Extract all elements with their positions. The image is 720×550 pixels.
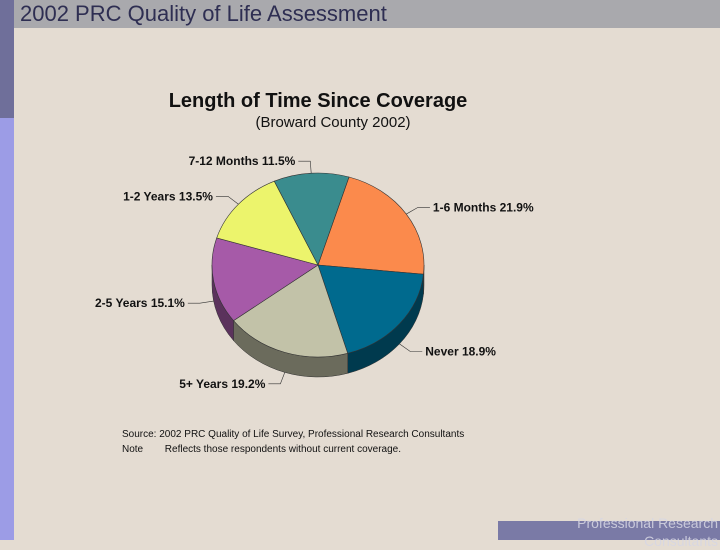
header-bar: 2002 PRC Quality of Life Assessment xyxy=(0,0,720,28)
leader-line-1-6-months xyxy=(406,207,430,215)
leader-line-never xyxy=(399,343,423,352)
left-accent xyxy=(0,118,14,540)
chart-subtitle: (Broward County 2002) xyxy=(255,114,410,131)
coverage-note: Note Reflects those respondents without … xyxy=(122,442,464,457)
leader-line-1-2-years xyxy=(215,195,239,205)
footer-bar xyxy=(498,521,720,540)
note-key: Note xyxy=(122,444,144,455)
pie-label-2-5-years: 2-5 Years 15.1% xyxy=(95,296,185,310)
pie-label-1-2-years: 1-2 Years 13.5% xyxy=(123,189,213,203)
pie-slice-1-2-years xyxy=(216,180,319,266)
pie-label-7-12-months: 7-12 Months 11.5% xyxy=(189,154,296,168)
pie-label-1-6-months: 1-6 Months 21.9% xyxy=(433,200,534,214)
source-text: 2002 PRC Quality of Life Survey, Profess… xyxy=(159,429,465,440)
left-accent-dark xyxy=(0,0,14,118)
footer-brand-line1: Professional Research xyxy=(577,515,718,531)
pie-labels: 1-6 Months 21.9% Never 18.9% 5+ Years 19.2… xyxy=(95,154,534,391)
pie-slice-2-5-years xyxy=(211,237,319,322)
chart-notes: Source: 2002 PRC Quality of Life Survey,… xyxy=(122,427,464,457)
source-key: Source: xyxy=(122,429,157,440)
note-text: Reflects those respondents without curre… xyxy=(164,444,402,455)
pie-slice-5-years xyxy=(233,264,349,358)
pie-label-never: Never 18.9% xyxy=(425,344,496,358)
pie-slice-7-12-months xyxy=(273,172,350,266)
leader-line-7-12-months xyxy=(298,160,312,174)
pie-slice-1-6-months xyxy=(317,176,425,275)
page-title: 2002 PRC Quality of Life Assessment xyxy=(20,1,387,26)
pie-slice-never xyxy=(317,264,424,354)
pie-slices xyxy=(211,172,425,358)
chart-title: Length of Time Since Coverage xyxy=(169,90,468,112)
pie-label-5-years: 5+ Years 19.2% xyxy=(179,377,266,391)
source-note: Source: 2002 PRC Quality of Life Survey,… xyxy=(122,427,464,442)
leader-line-2-5-years xyxy=(187,300,214,304)
leader-line-5-years xyxy=(268,372,286,385)
